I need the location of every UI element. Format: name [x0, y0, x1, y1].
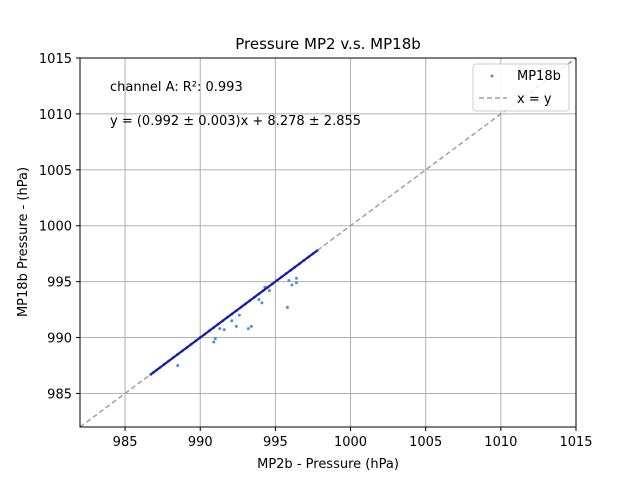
fit-line-layer: [149, 249, 319, 376]
x-tick-label: 995: [263, 435, 288, 450]
y-tick-label: 1005: [39, 164, 72, 179]
axis-ticks: 985 990 995 1000 1005 1010 1015 985 990 995 1000 10…: [39, 52, 593, 450]
plot-area-frame: [79, 57, 577, 428]
scatter-point: [213, 337, 217, 341]
y-tick-label: 1015: [39, 52, 72, 67]
scatter-point: [230, 319, 234, 323]
fit-line: [149, 249, 319, 376]
y-axis-label: MP18b Pressure - (hPa): [16, 167, 31, 317]
legend-box: [472, 63, 570, 112]
scatter-point: [237, 313, 241, 317]
legend-label-mp18b: MP18b: [517, 69, 561, 84]
scatter-point: [260, 301, 264, 305]
scatter-point: [285, 305, 289, 309]
scatter-point: [246, 327, 250, 331]
y-tick-label: 1010: [39, 108, 72, 123]
legend-label-reference: x = y: [517, 92, 552, 107]
scatter-point: [294, 276, 298, 280]
legend-marker-mp18b: [490, 74, 494, 78]
x-tick-label: 985: [113, 435, 138, 450]
scatter-point: [257, 298, 261, 302]
x-tick-label: 1015: [559, 435, 592, 450]
fit-equation-annotation: y = (0.992 ± 0.003)x + 8.278 ± 2.855: [110, 114, 361, 129]
x-tick-label: 1005: [409, 435, 442, 450]
reference-line-layer: [79, 57, 577, 428]
x-tick-label: 1000: [334, 435, 367, 450]
x-axis-label: MP2b - Pressure (hPa): [257, 457, 399, 472]
scatter-point: [234, 324, 238, 328]
scatter-point: [222, 328, 226, 332]
y-tick-label: 990: [47, 332, 72, 347]
scatter-point: [249, 324, 253, 328]
reference-line-x-equals-y: [79, 57, 577, 428]
legend: MP18b x = y: [472, 63, 570, 112]
x-tick-label: 1010: [484, 435, 517, 450]
x-tick-label: 990: [188, 435, 213, 450]
y-tick-label: 985: [47, 387, 72, 402]
y-tick-label: 995: [47, 276, 72, 291]
scatter-point: [267, 289, 271, 293]
scatter-point: [287, 279, 291, 283]
y-tick-label: 1000: [39, 220, 72, 235]
scatter-point: [294, 281, 298, 285]
scatter-point: [290, 283, 294, 287]
scatter-point: [218, 327, 222, 331]
r-squared-annotation: channel A: R²: 0.993: [110, 80, 243, 95]
scatter-point: [212, 340, 216, 344]
chart-title: Pressure MP2 v.s. MP18b: [235, 35, 421, 53]
scatter-point: [176, 364, 180, 367]
